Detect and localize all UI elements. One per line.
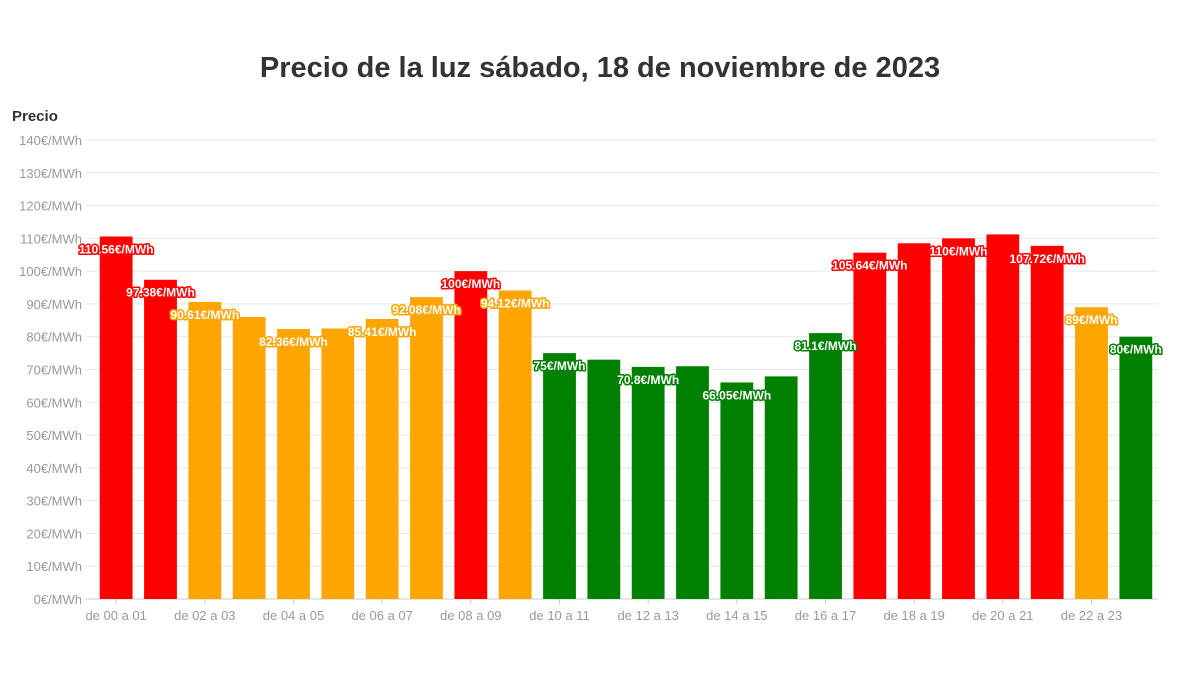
data-label: 105.64€/MWh	[832, 259, 907, 273]
x-tick-label: de 08 a 09	[440, 608, 501, 623]
bar	[144, 279, 177, 599]
x-tick-label: de 00 a 01	[85, 608, 146, 623]
x-tick-label: de 10 a 11	[529, 608, 589, 623]
y-tick-label: 50€/MWh	[26, 428, 82, 443]
x-tick-label: de 22 a 23	[1061, 608, 1122, 623]
y-tick-label: 30€/MWh	[26, 494, 82, 509]
y-tick-label: 100€/MWh	[19, 264, 82, 279]
y-tick-label: 0€/MWh	[34, 592, 82, 607]
bar	[809, 333, 842, 599]
x-tick-label: de 04 a 05	[263, 608, 324, 623]
y-tick-label: 40€/MWh	[26, 461, 82, 476]
data-label: 66.05€/MWh	[702, 388, 771, 402]
bar	[1119, 336, 1153, 599]
chart-title: Precio de la luz sábado, 18 de noviembre…	[259, 52, 941, 84]
x-tick-label: de 06 a 07	[351, 608, 412, 623]
bar	[1030, 245, 1064, 600]
bar	[277, 328, 310, 599]
bar	[764, 376, 798, 599]
y-tick-label: 130€/MWh	[19, 166, 82, 181]
bar	[498, 290, 532, 599]
bar	[454, 271, 488, 599]
y-tick-label: 20€/MWh	[26, 526, 82, 541]
data-label: 90.61€/MWh	[170, 308, 239, 322]
x-tick-label: de 20 a 21	[972, 608, 1033, 623]
y-tick-label: 110€/MWh	[20, 231, 82, 246]
bar	[365, 318, 399, 599]
x-axis-ticks: de 00 a 01 de 02 a 03 de 04 a 05 de 06 a 07…	[85, 599, 1122, 623]
bar	[587, 359, 621, 599]
y-tick-label: 90€/MWh	[26, 297, 82, 312]
bar	[942, 238, 975, 599]
x-tick-label: de 14 a 15	[706, 608, 767, 623]
y-axis-title: Precio	[12, 108, 58, 125]
bar	[676, 366, 709, 599]
bar	[853, 252, 887, 599]
y-axis-ticks: 0€/MWh 10€/MWh 20€/MWh 30€/MWh 40€/MWh 50€/MW…	[19, 133, 82, 607]
data-label: 89€/MWh	[1065, 313, 1117, 327]
bar	[321, 328, 355, 599]
bar	[897, 243, 931, 599]
bars	[99, 234, 1153, 600]
y-tick-label: 80€/MWh	[26, 330, 82, 345]
data-label: 107.72€/MWh	[1009, 252, 1084, 266]
data-label: 110€/MWh	[929, 244, 987, 258]
y-tick-label: 120€/MWh	[19, 199, 82, 214]
x-tick-label: de 16 a 17	[795, 608, 856, 623]
y-tick-label: 60€/MWh	[26, 395, 82, 410]
x-tick-label: de 12 a 13	[617, 608, 678, 623]
data-label: 75€/MWh	[533, 359, 585, 373]
bar	[188, 301, 222, 599]
x-tick-label: de 02 a 03	[174, 608, 235, 623]
bar	[631, 366, 665, 599]
data-label: 100€/MWh	[441, 277, 500, 291]
bar	[99, 236, 133, 599]
y-tick-label: 70€/MWh	[26, 363, 82, 378]
bar	[1075, 307, 1108, 599]
bar	[543, 353, 576, 599]
data-label: 81.1€/MWh	[794, 339, 856, 353]
bar	[986, 234, 1020, 599]
data-label: 82.36€/MWh	[259, 335, 328, 349]
data-label: 92.08€/MWh	[392, 303, 461, 317]
data-label: 70.8€/MWh	[617, 373, 679, 387]
bar	[720, 382, 754, 599]
data-label: 80€/MWh	[1110, 343, 1162, 357]
bar	[410, 297, 443, 599]
x-tick-label: de 18 a 19	[883, 608, 944, 623]
y-tick-label: 140€/MWh	[19, 133, 82, 148]
bar	[232, 317, 266, 599]
data-label: 85.41€/MWh	[348, 325, 417, 339]
data-labels: 110.56€/MWh 97.38€/MWh 90.61€/MWh 82.36€/MW…	[77, 241, 1163, 404]
data-label: 97.38€/MWh	[126, 286, 195, 300]
data-label: 110.56€/MWh	[79, 243, 154, 257]
y-tick-label: 10€/MWh	[26, 559, 82, 574]
data-label: 94.12€/MWh	[481, 296, 550, 310]
